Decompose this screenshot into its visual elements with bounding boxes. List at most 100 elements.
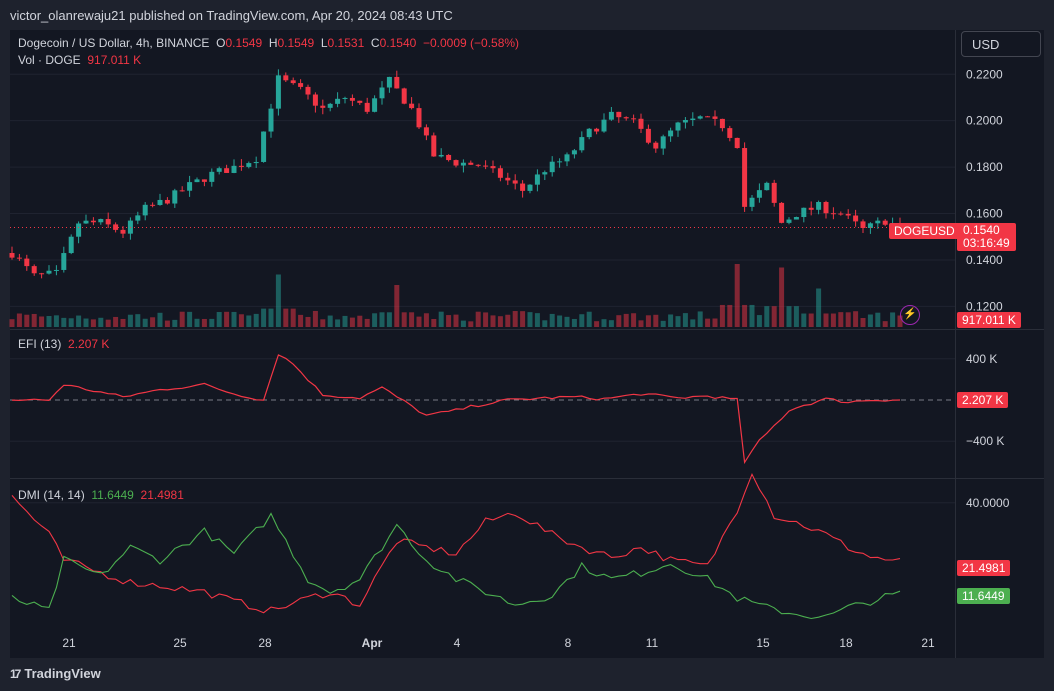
volume-bar xyxy=(594,321,600,327)
candle-body xyxy=(616,111,622,118)
volume-bar xyxy=(246,315,252,327)
volume-bar xyxy=(401,312,407,327)
dmi-axis-tick: 40.0000 xyxy=(966,496,1010,510)
candle-body xyxy=(187,182,193,191)
efi-label[interactable]: EFI (13) xyxy=(18,337,62,351)
candle-body xyxy=(490,166,496,169)
volume-bar xyxy=(431,318,437,327)
top-bar: victor_olanrewaju21 published on Trading… xyxy=(0,0,1054,30)
volume-bar xyxy=(164,320,170,327)
candle-body xyxy=(394,76,400,89)
candle-body xyxy=(860,221,866,229)
candle-body xyxy=(623,117,629,119)
candle-body xyxy=(9,253,15,258)
candle-body xyxy=(682,120,688,123)
main-legend: Dogecoin / US Dollar, 4h, BINANCE O0.154… xyxy=(18,36,519,50)
lightning-icon[interactable]: ⚡ xyxy=(900,305,920,325)
volume-bar xyxy=(16,313,22,327)
symbol-title[interactable]: Dogecoin / US Dollar, 4h, BINANCE xyxy=(18,36,210,50)
candle-body xyxy=(327,103,333,108)
time-axis-tick: 28 xyxy=(258,636,272,650)
candle-body xyxy=(823,201,829,214)
volume-bar xyxy=(867,314,873,327)
tradingview-logo[interactable]: 17 TradingView xyxy=(10,666,101,681)
volume-bar xyxy=(120,318,126,327)
volume-bar xyxy=(68,318,74,327)
volume-bar xyxy=(668,314,674,327)
candle-body xyxy=(120,229,126,234)
candle-body xyxy=(586,128,592,138)
volume-bar xyxy=(786,306,792,327)
close-value: 0.1540 xyxy=(379,36,417,50)
volume-bar xyxy=(179,311,185,327)
volume-bar xyxy=(105,319,111,327)
candle-body xyxy=(727,128,733,138)
volume-bar xyxy=(764,306,770,327)
candle-body xyxy=(638,118,644,129)
volume-bar xyxy=(616,315,622,327)
candle-body xyxy=(46,270,52,274)
volume-bar xyxy=(660,320,666,327)
price-tag-countdown: 03:16:49 xyxy=(963,236,1010,250)
volume-bar xyxy=(838,312,844,327)
currency-button[interactable]: USD xyxy=(961,31,1041,57)
candle-body xyxy=(364,102,370,112)
high-value: 0.1549 xyxy=(277,36,315,50)
volume-bar xyxy=(860,317,866,327)
candle-body xyxy=(268,108,274,132)
volume-bar xyxy=(416,316,422,327)
candle-body xyxy=(475,164,481,166)
efi-line xyxy=(11,354,901,465)
candle-body xyxy=(608,111,614,120)
candle-body xyxy=(416,108,422,128)
volume-bar xyxy=(113,316,119,327)
chart-frame[interactable] xyxy=(10,30,1044,658)
candle-body xyxy=(431,135,437,157)
price-axis-tick: 0.2000 xyxy=(966,114,1003,128)
volume-bar xyxy=(468,321,474,327)
tradingview-mark-icon: 17 xyxy=(10,666,21,681)
volume-bar xyxy=(327,315,333,327)
volume-bar xyxy=(76,315,82,327)
volume-bar xyxy=(512,311,518,327)
candle-body xyxy=(571,150,577,155)
volume-bar xyxy=(483,312,489,327)
volume-bar xyxy=(224,311,230,327)
candle-body xyxy=(697,116,703,119)
candle-body xyxy=(53,269,59,271)
close-label: C xyxy=(370,36,380,50)
volume-bar xyxy=(379,312,385,327)
volume-bar xyxy=(816,288,822,327)
candle-body xyxy=(342,97,348,99)
candle-body xyxy=(39,273,45,275)
volume-bar xyxy=(172,319,178,327)
volume-bar xyxy=(460,320,466,327)
candle-body xyxy=(142,204,148,216)
candle-body xyxy=(830,213,836,215)
candle-body xyxy=(201,179,207,182)
volume-label[interactable]: Vol · DOGE xyxy=(18,53,81,67)
dmi-label[interactable]: DMI (14, 14) xyxy=(18,488,85,502)
candle-body xyxy=(690,118,696,121)
candle-body xyxy=(105,219,111,225)
volume-bar xyxy=(394,285,400,327)
candle-body xyxy=(113,224,119,230)
candle-body xyxy=(764,182,770,191)
candle-body xyxy=(734,137,740,149)
candle-body xyxy=(98,219,104,223)
volume-bar xyxy=(601,319,607,327)
candle-body xyxy=(557,161,563,163)
volume-bar xyxy=(446,315,452,327)
candle-body xyxy=(668,130,674,137)
time-axis-tick: 11 xyxy=(646,636,659,650)
volume-bar xyxy=(557,315,563,327)
volume-bar xyxy=(364,318,370,327)
candle-body xyxy=(579,137,585,151)
candle-body xyxy=(283,75,289,81)
volume-tag: 917.011 K xyxy=(957,312,1021,328)
candle-body xyxy=(527,184,533,191)
volume-bar xyxy=(527,312,533,327)
candle-body xyxy=(357,100,363,103)
volume-bar xyxy=(845,312,851,327)
